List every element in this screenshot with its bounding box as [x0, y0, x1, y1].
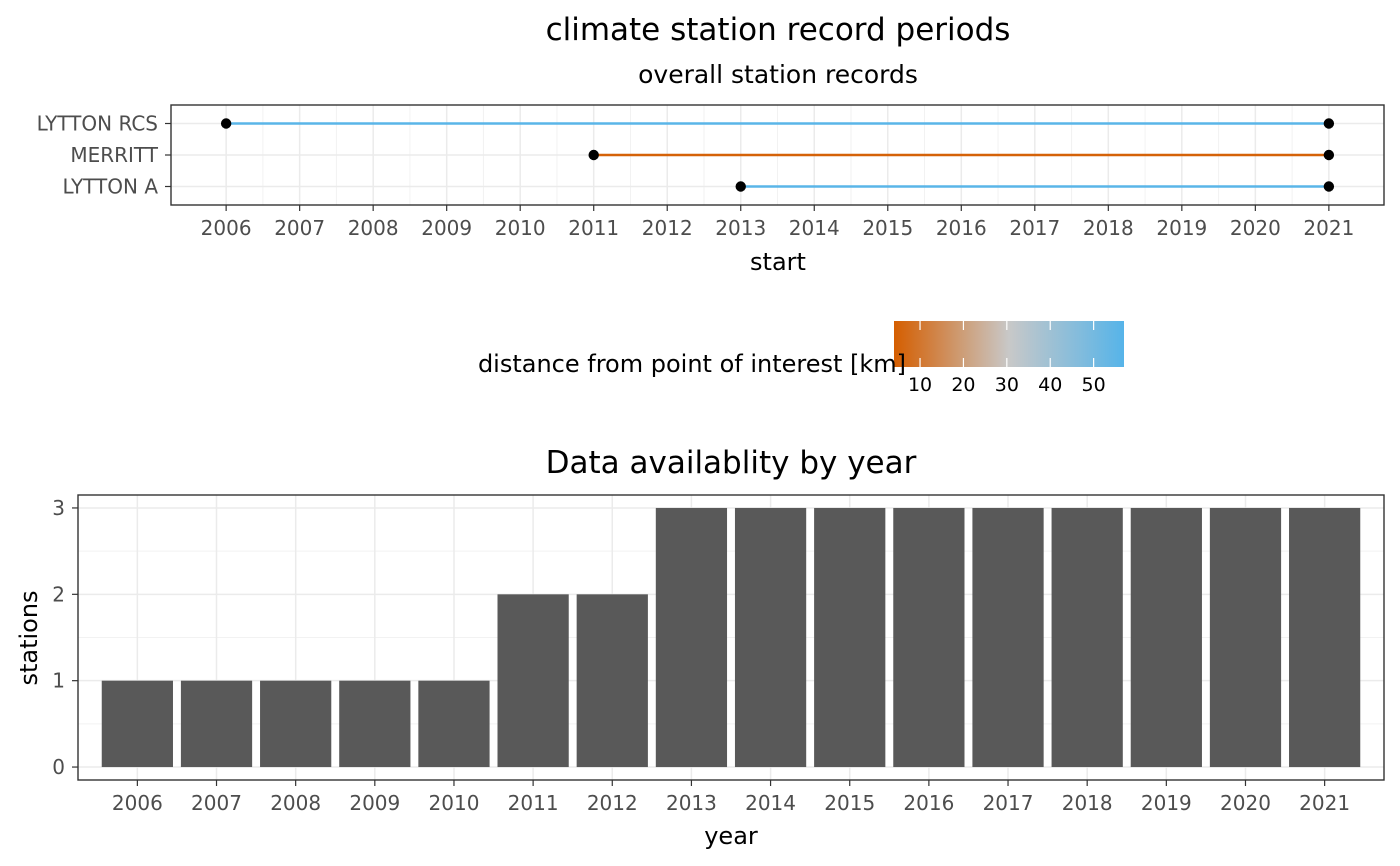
station-label: LYTTON RCS [37, 112, 158, 136]
bottom-title: Data availablity by year [546, 445, 917, 481]
bar [814, 507, 886, 768]
x-tick-label: 2014 [745, 791, 796, 815]
x-tick-label: 2018 [1083, 216, 1134, 240]
y-tick-label: 2 [52, 582, 65, 606]
x-tick-label: 2012 [642, 216, 693, 240]
chart-text-layer: climate station record periods overall s… [15, 12, 1010, 850]
record-periods-panel: 2006 2007 2008 2009 2010 2011 2012 2013 2014 2015… [37, 104, 1385, 240]
bottom-panel-border [77, 494, 1385, 781]
x-tick-label: 2020 [1230, 216, 1281, 240]
x-tick-label: 2010 [495, 216, 546, 240]
availability-panel: 0 1 2 3 2006 2007 2008 2009 2010 2011 2012 2013 2014… [52, 494, 1385, 815]
bar [418, 680, 490, 768]
bar [972, 507, 1044, 768]
start-point [588, 149, 599, 161]
bar [1051, 507, 1123, 768]
bottom-y-axis-title: stations [15, 590, 43, 685]
bar [1289, 507, 1361, 768]
end-point [1323, 181, 1335, 192]
legend-title: distance from point of interest [km] [478, 350, 906, 378]
bar [893, 507, 965, 768]
station-label: MERRITT [70, 143, 158, 167]
y-tick-label: 1 [52, 669, 65, 693]
bar [1130, 507, 1202, 768]
top-x-axis-title: start [750, 248, 806, 276]
x-tick-label: 2021 [1299, 791, 1350, 815]
x-tick-label: 2007 [191, 791, 242, 815]
x-tick-label: 2020 [1220, 791, 1271, 815]
x-tick-label: 2019 [1156, 216, 1207, 240]
x-tick-label: 2006 [201, 216, 252, 240]
x-tick-label: 2008 [270, 791, 321, 815]
x-tick-label: 2011 [568, 216, 619, 240]
legend-tick-label: 10 [908, 374, 932, 396]
end-point [1323, 149, 1335, 161]
x-tick-label: 2016 [903, 791, 954, 815]
bar [1209, 507, 1282, 768]
page-title: climate station record periods [546, 12, 1011, 48]
bar [734, 507, 807, 768]
x-tick-label: 2010 [429, 791, 480, 815]
start-point [735, 181, 746, 192]
x-tick-label: 2009 [349, 791, 400, 815]
x-tick-label: 2009 [421, 216, 472, 240]
x-tick-label: 2012 [587, 791, 638, 815]
x-tick-label: 2013 [666, 791, 717, 815]
station-label: LYTTON A [62, 175, 158, 199]
x-tick-label: 2016 [936, 216, 987, 240]
legend-tick-label: 30 [995, 374, 1019, 396]
distance-legend: 10 20 30 40 50 [894, 321, 1124, 396]
x-tick-label: 2011 [508, 791, 559, 815]
y-tick-label: 0 [52, 755, 65, 779]
end-point [1323, 118, 1335, 129]
bar [180, 680, 253, 768]
legend-tick-label: 50 [1082, 374, 1106, 396]
y-tick-label: 3 [52, 496, 65, 520]
x-tick-label: 2007 [274, 216, 325, 240]
bottom-x-axis-title: year [704, 822, 758, 850]
bar [576, 594, 648, 768]
x-tick-label: 2019 [1141, 791, 1192, 815]
bar [101, 680, 173, 768]
x-tick-label: 2015 [862, 216, 913, 240]
x-tick-label: 2017 [1009, 216, 1060, 240]
x-tick-label: 2021 [1303, 216, 1354, 240]
x-tick-label: 2013 [715, 216, 766, 240]
legend-tick-label: 40 [1038, 374, 1062, 396]
x-tick-label: 2006 [112, 791, 163, 815]
bar [339, 680, 411, 768]
start-point [220, 118, 232, 129]
legend-tick-label: 20 [951, 374, 975, 396]
bar [655, 507, 728, 768]
bar [497, 594, 569, 768]
top-subtitle: overall station records [638, 60, 918, 89]
legend-colorbar [894, 321, 1124, 367]
x-tick-label: 2018 [1062, 791, 1113, 815]
x-tick-label: 2014 [789, 216, 840, 240]
bar [260, 680, 332, 768]
x-tick-label: 2015 [824, 791, 875, 815]
x-tick-label: 2017 [983, 791, 1034, 815]
top-panel-border [170, 104, 1385, 206]
x-tick-label: 2008 [348, 216, 399, 240]
